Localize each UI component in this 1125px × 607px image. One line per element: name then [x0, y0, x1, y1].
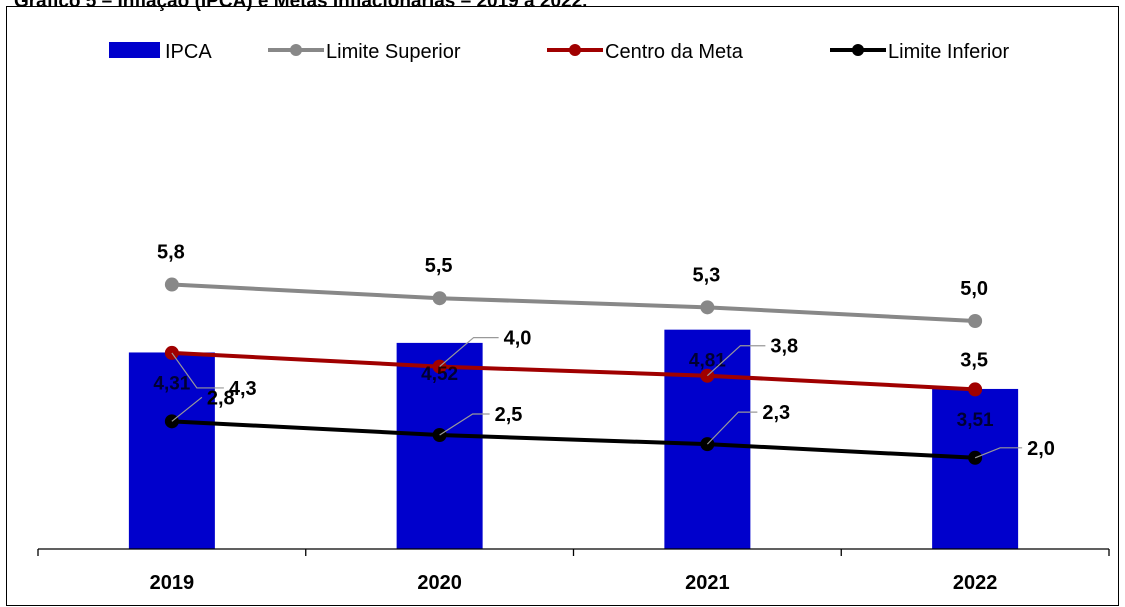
limite-inferior-data-label-2020: 2,5: [495, 404, 523, 426]
limite-superior-point-2021: [700, 300, 715, 315]
limite-inferior-data-label-2019: 2,8: [207, 387, 235, 409]
limite-superior-data-label-2022: 5,0: [960, 278, 988, 300]
legend-marker-limite-inferior: [852, 44, 864, 56]
legend-marker-limite-superior: [290, 44, 302, 56]
centro-da-meta-data-label-2022: 3,5: [960, 349, 988, 371]
limite-inferior-leader-line-2020: [439, 413, 490, 436]
limite-superior-point-2020: [432, 291, 447, 306]
centro-da-meta-point-2022: [968, 382, 983, 397]
ipca-bar-2019: [128, 352, 215, 549]
ipca-data-label-2019: 4,31: [153, 373, 190, 394]
limite-inferior-leader-line-2019: [171, 396, 203, 422]
limite-inferior-line: [171, 419, 976, 460]
ipca-bar-2020: [396, 342, 483, 549]
centro-da-meta-line: [171, 350, 976, 392]
centro-da-meta-data-label-2021: 3,8: [770, 336, 798, 358]
legend-label-ipca: IPCA: [165, 41, 212, 63]
limite-superior-data-label-2019: 5,8: [157, 242, 185, 264]
legend-marker-centro-da-meta: [569, 44, 581, 56]
limite-superior-line: [171, 282, 976, 323]
limite-superior-point-2019: [164, 277, 179, 292]
limite-inferior-data-label-2022: 2,0: [1027, 438, 1055, 460]
x-tick-label-2022: 2022: [953, 572, 998, 594]
x-tick-label-2020: 2020: [417, 572, 462, 594]
centro-da-meta-leader-line-2021: [706, 345, 766, 377]
limite-inferior-data-label-2021: 2,3: [762, 402, 790, 424]
legend-label-limite-inferior: Limite Inferior: [888, 41, 1009, 63]
legend-swatch-ipca: [109, 42, 160, 58]
ipca-bar-2022: [932, 388, 1019, 549]
centro-da-meta-data-label-2019: 4,3: [229, 378, 257, 400]
x-tick-label-2019: 2019: [150, 572, 195, 594]
centro-da-meta-data-label-2020: 4,0: [504, 328, 532, 350]
limite-superior-data-label-2020: 5,5: [425, 255, 453, 277]
limite-inferior-leader-line-2022: [974, 447, 1023, 459]
ipca-data-label-2021: 4,81: [689, 351, 726, 372]
legend-label-centro-da-meta: Centro da Meta: [605, 41, 744, 63]
limite-superior-point-2022: [968, 314, 983, 328]
x-tick-label-2021: 2021: [685, 572, 730, 594]
chart-frame: [6, 6, 1119, 606]
legend-label-limite-superior: Limite Superior: [326, 41, 461, 63]
ipca-data-label-2020: 4,52: [421, 364, 458, 385]
limite-superior-data-label-2021: 5,3: [692, 264, 720, 286]
limite-inferior-leader-line-2021: [706, 411, 758, 445]
centro-da-meta-leader-line-2020: [439, 337, 499, 368]
ipca-data-label-2022: 3,51: [957, 410, 994, 431]
centro-da-meta-leader-line-2019: [171, 352, 224, 389]
